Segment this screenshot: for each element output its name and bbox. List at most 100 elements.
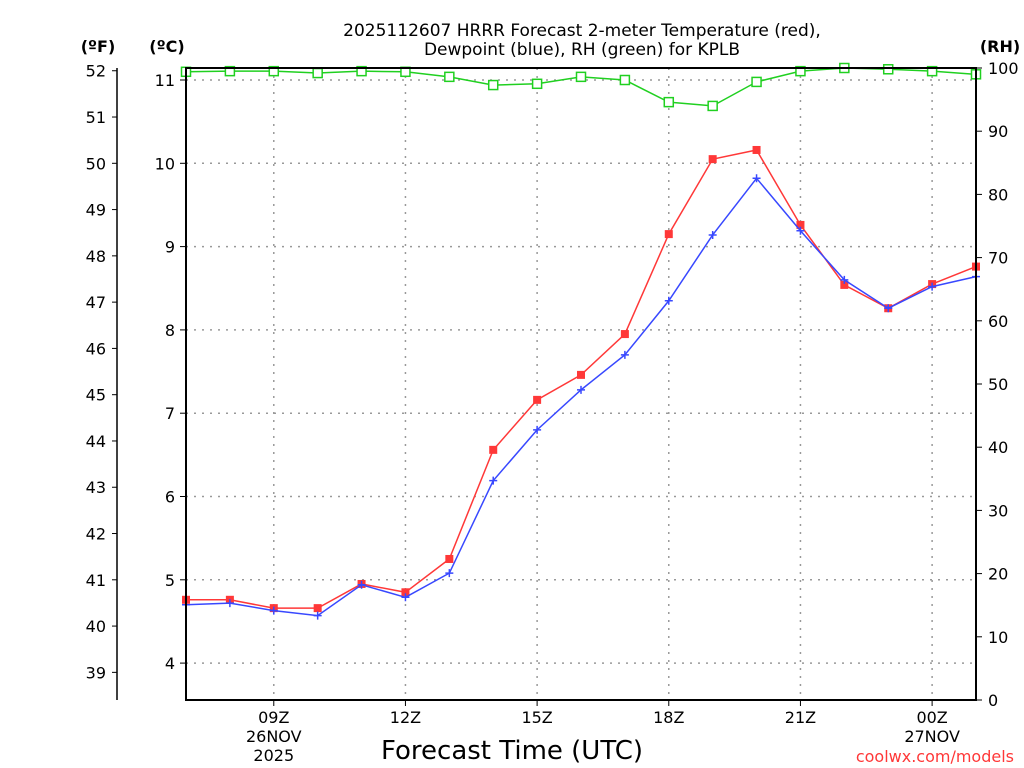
dewpoint-point — [708, 230, 717, 239]
dewpoint-point — [313, 611, 322, 620]
rh-point — [444, 71, 455, 83]
rh-tick-label: 90 — [988, 122, 1008, 141]
x-tick-date: 27NOV — [904, 727, 960, 746]
dewpoint-point — [401, 593, 410, 602]
dewpoint-line — [185, 177, 977, 617]
fahrenheit-tick-label: 47 — [86, 293, 106, 312]
dewpoint-point — [445, 569, 454, 578]
rh-point — [356, 65, 367, 77]
rh-point — [268, 65, 280, 77]
dewpoint-point — [533, 425, 542, 434]
celsius-tick-label: 6 — [165, 488, 175, 507]
fahrenheit-axis-label: (ºF) — [81, 37, 116, 56]
temperature-point — [796, 220, 805, 229]
grid — [186, 68, 976, 700]
temperature-point — [313, 604, 322, 613]
rh-point — [531, 78, 543, 90]
rh-tick-label: 60 — [988, 312, 1008, 331]
fahrenheit-tick-label: 44 — [86, 432, 106, 451]
fahrenheit-tick-label: 39 — [86, 663, 106, 682]
x-tick-date: 26NOV — [246, 727, 302, 746]
x-tick-label: 15Z — [521, 708, 552, 727]
x-tick-label: 09Z — [258, 708, 289, 727]
rh-tick-label: 40 — [988, 438, 1008, 457]
rh-point — [795, 65, 806, 77]
rh-point — [619, 74, 631, 86]
celsius-tick-label: 8 — [165, 321, 175, 340]
fahrenheit-tick-label: 45 — [86, 386, 106, 405]
fahrenheit-tick-label: 43 — [86, 478, 106, 497]
fahrenheit-tick-label: 41 — [86, 571, 106, 590]
celsius-tick-label: 4 — [165, 654, 175, 673]
temperature-point — [664, 230, 673, 239]
fahrenheit-tick-label: 50 — [86, 154, 106, 173]
rh-tick-label: 10 — [988, 628, 1008, 647]
rh-point — [312, 67, 323, 79]
dewpoint-point — [884, 304, 893, 313]
x-tick-label: 21Z — [785, 708, 816, 727]
dewpoint-point — [357, 580, 366, 589]
celsius-tick-label: 11 — [155, 71, 175, 90]
celsius-axis-label: (ºC) — [149, 37, 184, 56]
rh-tick-label: 70 — [988, 249, 1008, 268]
celsius-tick-label: 9 — [165, 238, 175, 257]
celsius-tick-label: 5 — [165, 571, 175, 590]
rh-axis-label: (RH) — [980, 37, 1020, 56]
dewpoint-point — [225, 599, 234, 608]
dewpoint-point — [664, 296, 673, 305]
rh-tick-label: 20 — [988, 565, 1008, 584]
plot-frame — [185, 67, 977, 701]
fahrenheit-tick-label: 51 — [86, 108, 106, 127]
rh-point — [926, 65, 938, 77]
temperature-point — [489, 445, 498, 454]
celsius-tick-label: 10 — [155, 154, 175, 173]
series — [180, 62, 982, 620]
temperature-point — [708, 155, 717, 164]
axes: 3940414243444546474849505152456789101101… — [86, 59, 1019, 765]
celsius-tick-label: 7 — [165, 404, 175, 423]
dewpoint-point — [928, 282, 937, 291]
rh-point — [707, 100, 718, 112]
fahrenheit-tick-label: 52 — [86, 62, 106, 81]
dewpoint-point — [489, 476, 498, 485]
dewpoint-point — [269, 606, 278, 615]
dewpoint-point — [752, 174, 761, 183]
rh-tick-label: 50 — [988, 375, 1008, 394]
rh-tick-label: 30 — [988, 501, 1008, 520]
fahrenheit-tick-label: 46 — [86, 339, 106, 358]
chart-title-line2: Dewpoint (blue), RH (green) for KPLB — [424, 40, 740, 60]
temperature-point — [577, 370, 585, 379]
dewpoint-point — [620, 350, 629, 359]
temperature-point — [445, 554, 454, 563]
x-tick-label: 12Z — [390, 708, 421, 727]
rh-tick-label: 0 — [988, 691, 998, 710]
rh-tick-label: 80 — [988, 185, 1008, 204]
rh-point — [224, 65, 236, 77]
dewpoint-point — [796, 226, 805, 235]
rh-point — [751, 76, 762, 88]
dewpoint-point — [577, 385, 585, 394]
fahrenheit-tick-label: 42 — [86, 525, 106, 544]
temperature-point — [401, 588, 410, 597]
rh-tick-label: 100 — [988, 59, 1019, 78]
rh-point — [487, 79, 499, 91]
temperature-point — [533, 395, 542, 404]
temperature-point — [840, 280, 849, 289]
x-tick-year: 2025 — [253, 746, 294, 765]
chart-title-line1: 2025112607 HRRR Forecast 2-meter Tempera… — [343, 21, 821, 41]
fahrenheit-tick-label: 48 — [86, 247, 106, 266]
fahrenheit-tick-label: 49 — [86, 201, 106, 220]
rh-point — [882, 64, 894, 75]
temperature-point — [620, 330, 629, 339]
x-axis-label: Forecast Time (UTC) — [381, 736, 643, 766]
rh-point — [575, 71, 587, 83]
x-tick-label: 00Z — [916, 708, 947, 727]
x-tick-label: 18Z — [653, 708, 684, 727]
temperature-point — [752, 145, 761, 154]
fahrenheit-tick-label: 40 — [86, 617, 106, 636]
rh-point — [663, 96, 675, 108]
temperature-line — [186, 149, 977, 609]
dewpoint-point — [840, 275, 849, 284]
credit-text: coolwx.com/models — [856, 747, 1014, 766]
